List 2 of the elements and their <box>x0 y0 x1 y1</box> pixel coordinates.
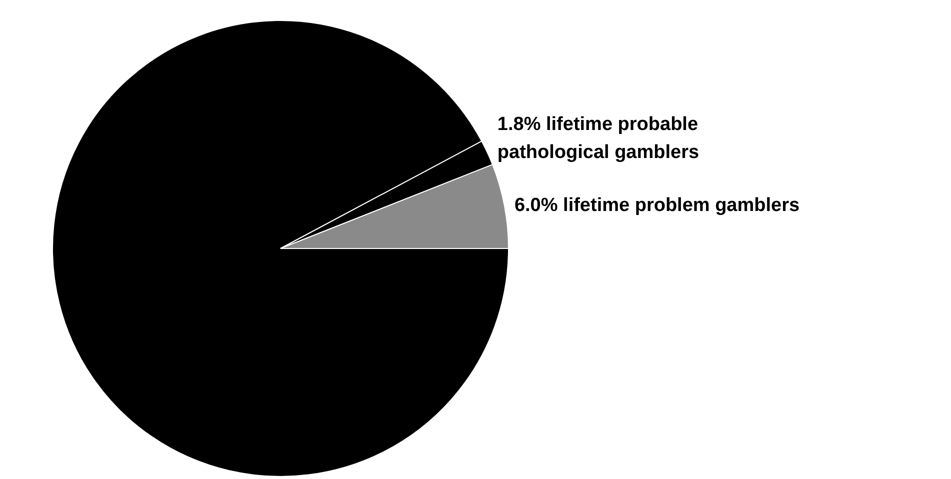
slice-label: 1.8% lifetime probable pathological gamblers <box>497 114 700 163</box>
slice-label: 6.0% lifetime problem gamblers <box>514 195 800 216</box>
